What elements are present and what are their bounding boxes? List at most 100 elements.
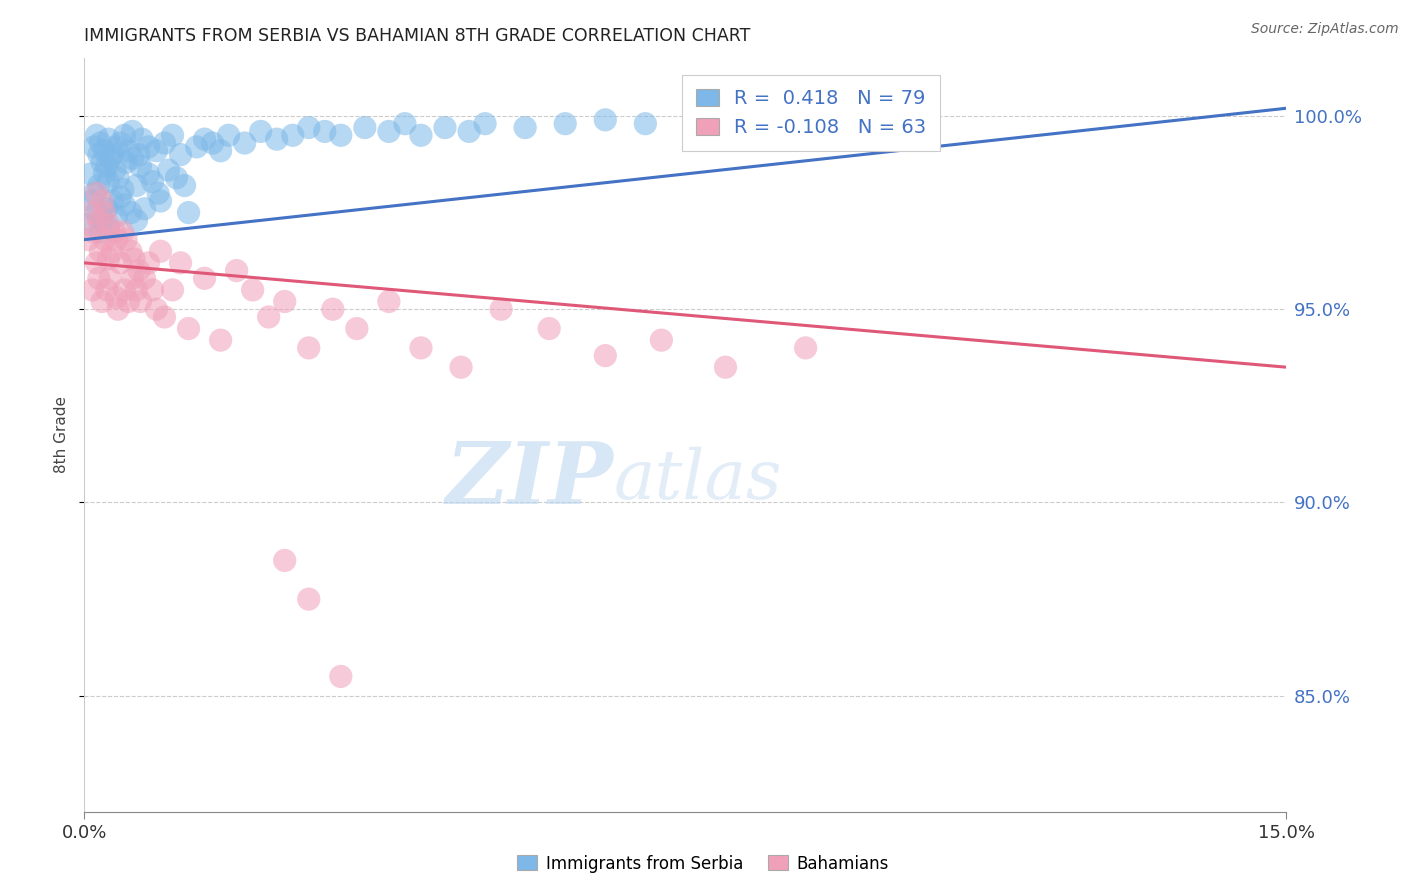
Point [329, 669, 352, 683]
Point [111, 225, 134, 239]
Point [110, 256, 132, 270]
Point [554, 117, 576, 131]
Point [83, 186, 105, 201]
Point [117, 144, 139, 158]
Point [714, 360, 737, 375]
Point [121, 124, 143, 138]
Point [87, 147, 110, 161]
Point [98, 152, 121, 166]
Legend: Immigrants from Serbia, Bahamians: Immigrants from Serbia, Bahamians [510, 848, 896, 880]
Point [242, 283, 264, 297]
Point [346, 321, 368, 335]
Point [458, 124, 481, 138]
Point [128, 263, 150, 277]
Point [114, 198, 135, 212]
Point [233, 136, 256, 150]
Point [169, 256, 191, 270]
Point [107, 170, 129, 185]
Point [110, 136, 132, 150]
Point [450, 360, 472, 375]
Point [125, 283, 148, 297]
Point [80, 167, 103, 181]
Text: ZIP: ZIP [446, 438, 613, 522]
Point [166, 170, 188, 185]
Point [141, 283, 163, 297]
Point [131, 132, 153, 146]
Point [794, 341, 817, 355]
Point [87, 271, 110, 285]
Point [257, 310, 280, 324]
Point [225, 263, 247, 277]
Point [298, 592, 321, 607]
Point [149, 244, 172, 259]
Point [122, 252, 145, 266]
Point [378, 294, 401, 309]
Point [153, 136, 176, 150]
Text: atlas: atlas [613, 447, 782, 514]
Point [97, 252, 120, 266]
Point [121, 271, 143, 285]
Point [121, 152, 143, 166]
Point [538, 321, 561, 335]
Text: IMMIGRANTS FROM SERBIA VS BAHAMIAN 8TH GRADE CORRELATION CHART: IMMIGRANTS FROM SERBIA VS BAHAMIAN 8TH G… [84, 28, 751, 45]
Point [281, 128, 304, 143]
Point [97, 175, 120, 189]
Point [101, 147, 124, 161]
Point [128, 147, 150, 161]
Point [595, 112, 617, 127]
Point [101, 244, 124, 259]
Point [115, 233, 138, 247]
Point [146, 186, 169, 201]
Point [314, 124, 336, 138]
Point [96, 159, 118, 173]
Point [322, 302, 344, 317]
Point [145, 302, 167, 317]
Point [120, 244, 142, 259]
Point [409, 341, 432, 355]
Point [634, 117, 657, 131]
Point [77, 217, 100, 231]
Point [274, 553, 297, 567]
Point [111, 182, 134, 196]
Point [97, 132, 120, 146]
Point [86, 205, 108, 219]
Point [162, 283, 184, 297]
Point [153, 310, 176, 324]
Point [138, 256, 160, 270]
Point [104, 163, 127, 178]
Point [515, 120, 537, 135]
Point [266, 132, 288, 146]
Point [145, 144, 167, 158]
Point [489, 302, 512, 317]
Point [394, 117, 416, 131]
Point [93, 205, 115, 219]
Point [82, 283, 104, 297]
Point [138, 140, 160, 154]
Point [86, 256, 108, 270]
Point [177, 321, 200, 335]
Point [105, 140, 128, 154]
Point [110, 190, 132, 204]
Point [105, 210, 128, 224]
Point [194, 132, 217, 146]
Point [114, 128, 135, 143]
Point [474, 117, 496, 131]
Point [83, 225, 105, 239]
Point [329, 128, 352, 143]
Point [149, 194, 172, 208]
Point [125, 178, 148, 193]
Point [82, 194, 104, 208]
Point [87, 178, 110, 193]
Y-axis label: 8th Grade: 8th Grade [53, 396, 69, 474]
Point [354, 120, 377, 135]
Point [91, 194, 114, 208]
Point [650, 333, 672, 347]
Point [89, 225, 111, 239]
Point [104, 225, 127, 239]
Point [378, 124, 401, 138]
Point [107, 302, 129, 317]
Point [101, 194, 124, 208]
Point [186, 140, 208, 154]
Point [83, 140, 105, 154]
Point [274, 294, 297, 309]
